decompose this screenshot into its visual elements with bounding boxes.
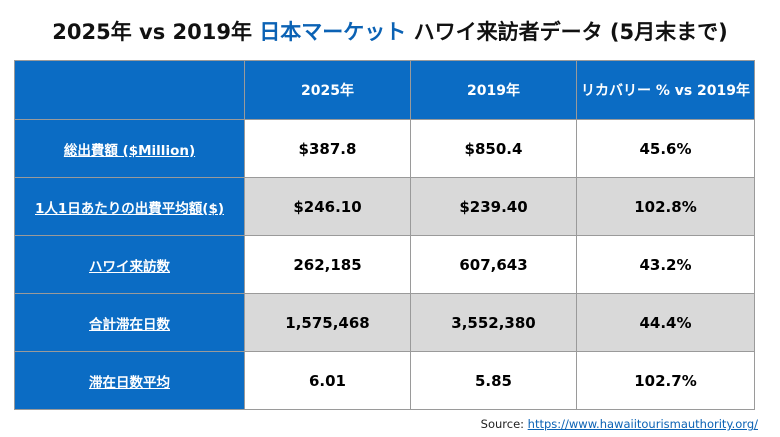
cell-recovery: 102.8% bbox=[576, 177, 755, 236]
cell-2019: $239.40 bbox=[410, 177, 577, 236]
row-label[interactable]: 滞在日数平均 bbox=[14, 351, 245, 410]
table-row: 1人1日あたりの出費平均額($) $246.10 $239.40 102.8% bbox=[14, 177, 755, 236]
cell-recovery: 43.2% bbox=[576, 235, 755, 294]
cell-2025: $387.8 bbox=[244, 119, 411, 178]
data-table-container: 2025年 2019年 リカバリー % vs 2019年 総出費額 ($Mill… bbox=[14, 60, 755, 410]
cell-2019: 3,552,380 bbox=[410, 293, 577, 352]
row-label[interactable]: 総出費額 ($Million) bbox=[14, 119, 245, 178]
cell-2019: 5.85 bbox=[410, 351, 577, 410]
cell-2025: 6.01 bbox=[244, 351, 411, 410]
table-row: ハワイ来訪数 262,185 607,643 43.2% bbox=[14, 235, 755, 294]
page-title: 2025年 vs 2019年 日本マーケット ハワイ来訪者データ (5月末まで) bbox=[0, 16, 780, 46]
cell-recovery: 45.6% bbox=[576, 119, 755, 178]
header-recovery: リカバリー % vs 2019年 bbox=[576, 60, 755, 120]
title-part2: ハワイ来訪者データ (5月末まで) bbox=[406, 20, 728, 44]
title-part1: 2025年 vs 2019年 bbox=[52, 20, 260, 44]
cell-recovery: 102.7% bbox=[576, 351, 755, 410]
cell-2025: $246.10 bbox=[244, 177, 411, 236]
cell-2025: 262,185 bbox=[244, 235, 411, 294]
header-empty bbox=[14, 60, 245, 120]
cell-recovery: 44.4% bbox=[576, 293, 755, 352]
table-row: 総出費額 ($Million) $387.8 $850.4 45.6% bbox=[14, 119, 755, 178]
cell-2019: 607,643 bbox=[410, 235, 577, 294]
row-label[interactable]: ハワイ来訪数 bbox=[14, 235, 245, 294]
row-label[interactable]: 1人1日あたりの出費平均額($) bbox=[14, 177, 245, 236]
table-row: 滞在日数平均 6.01 5.85 102.7% bbox=[14, 351, 755, 410]
table-row: 合計滞在日数 1,575,468 3,552,380 44.4% bbox=[14, 293, 755, 352]
row-label[interactable]: 合計滞在日数 bbox=[14, 293, 245, 352]
table-header-row: 2025年 2019年 リカバリー % vs 2019年 bbox=[14, 60, 755, 120]
title-highlight: 日本マーケット bbox=[259, 20, 407, 44]
header-2019: 2019年 bbox=[410, 60, 577, 120]
source-label: Source: bbox=[480, 417, 528, 431]
cell-2025: 1,575,468 bbox=[244, 293, 411, 352]
data-table: 2025年 2019年 リカバリー % vs 2019年 総出費額 ($Mill… bbox=[14, 60, 755, 410]
source-note: Source: https://www.hawaiitourismauthori… bbox=[481, 417, 758, 431]
cell-2019: $850.4 bbox=[410, 119, 577, 178]
header-2025: 2025年 bbox=[244, 60, 411, 120]
source-link[interactable]: https://www.hawaiitourismauthority.org/ bbox=[527, 417, 758, 431]
